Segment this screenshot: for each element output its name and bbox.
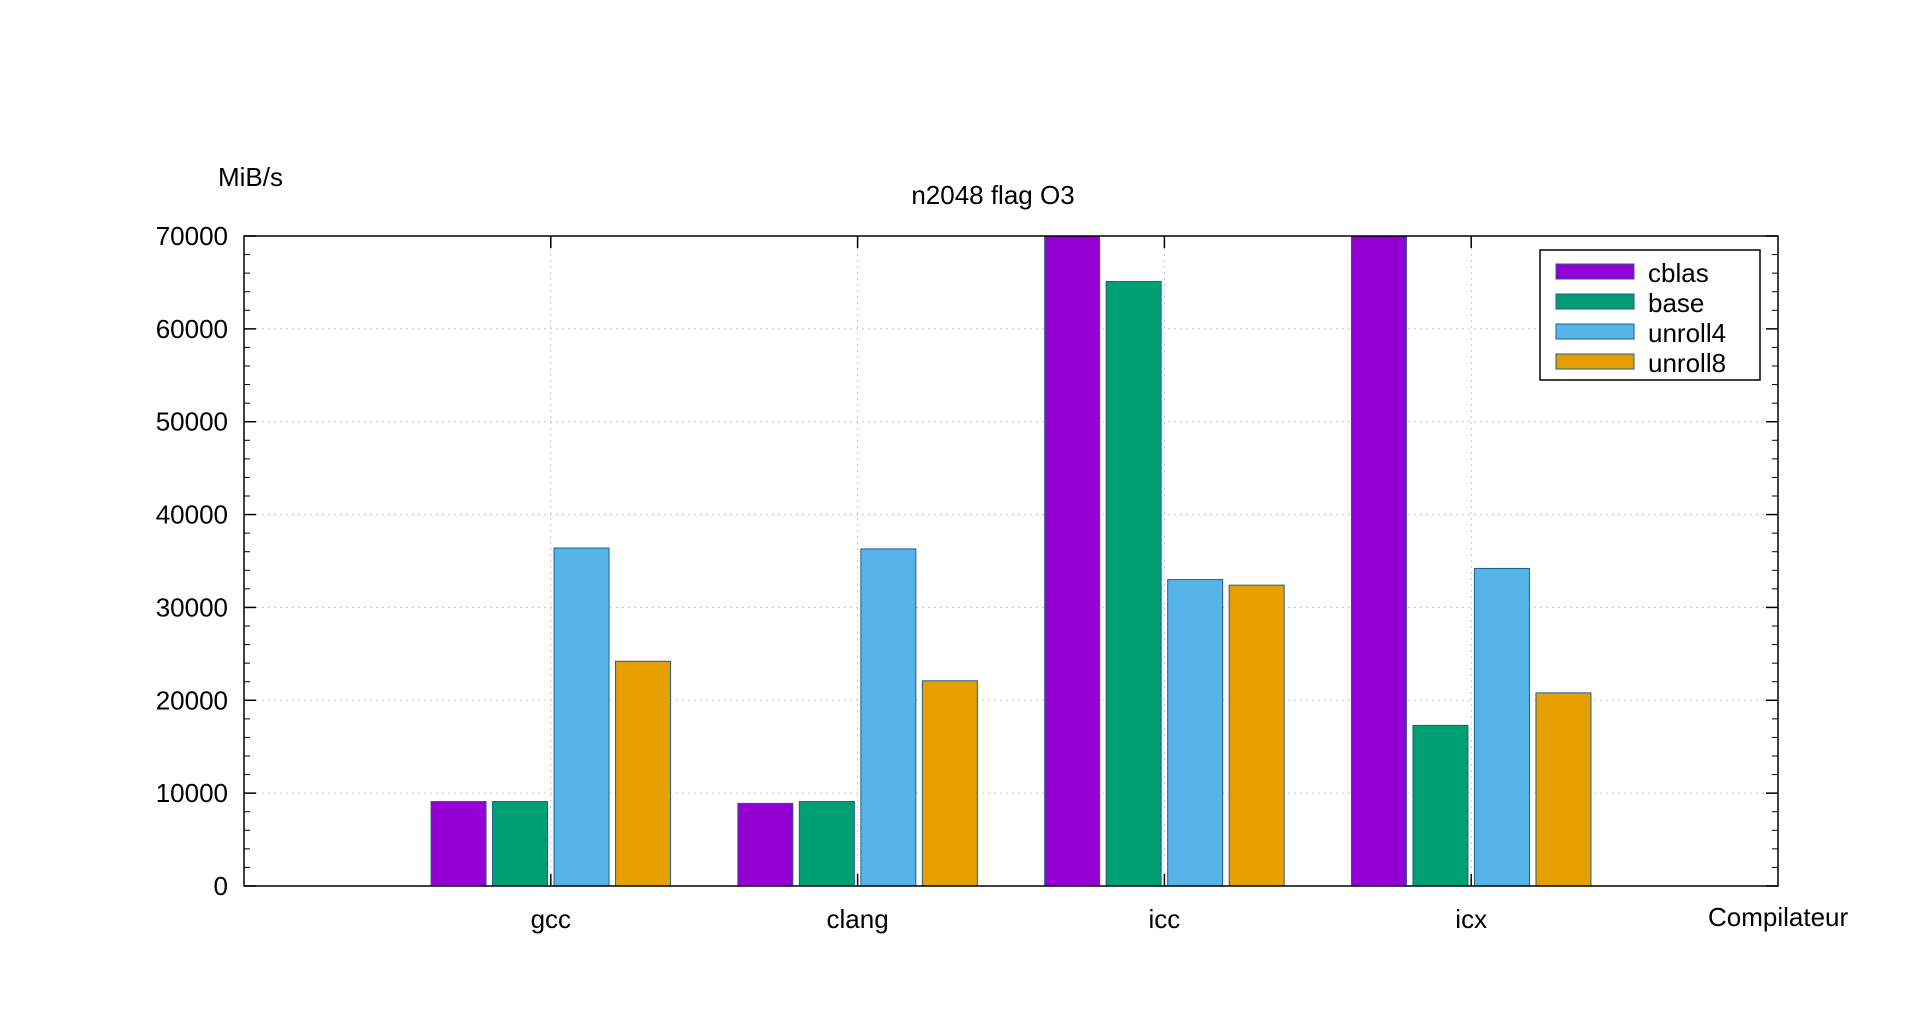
bar-unroll4-icc	[1167, 579, 1224, 887]
bar-unroll4-gcc	[553, 547, 610, 887]
y-tick-label: 70000	[156, 221, 228, 251]
y-tick-label: 20000	[156, 685, 228, 715]
bar-unroll8-gcc	[615, 660, 672, 887]
plot-frame	[243, 235, 1779, 887]
x-axis-label: Compilateur	[1708, 902, 1849, 932]
y-tick-label: 30000	[156, 592, 228, 622]
bar-cblas-clang	[737, 802, 794, 887]
bar-unroll8-icc	[1228, 584, 1285, 887]
bar-base-clang	[798, 801, 855, 887]
legend-swatch-unroll4	[1555, 323, 1635, 340]
bar-unroll8-clang	[921, 680, 978, 887]
legend-label-base: base	[1648, 288, 1704, 318]
y-tick-label: 0	[214, 871, 228, 901]
y-axis-label: MiB/s	[218, 162, 283, 192]
x-tick-label: gcc	[531, 904, 571, 934]
y-tick-label: 50000	[156, 407, 228, 437]
x-tick-label: icc	[1149, 904, 1181, 934]
legend-label-unroll8: unroll8	[1648, 348, 1726, 378]
chart-title: n2048 flag O3	[911, 180, 1074, 210]
bar-base-gcc	[492, 801, 549, 887]
axes: 0 10000 20000 30000 40000 50000 60000 70000 gcc c…	[156, 221, 1778, 934]
legend-swatch-base	[1555, 293, 1635, 310]
bar-base-icc	[1105, 281, 1162, 887]
bar-unroll8-icx	[1535, 692, 1592, 887]
bars	[430, 235, 1592, 887]
y-tick-label: 60000	[156, 314, 228, 344]
x-tick-label: icx	[1455, 904, 1487, 934]
bar-cblas-gcc	[430, 801, 487, 887]
legend-label-cblas: cblas	[1648, 258, 1709, 288]
x-tick-label: clang	[827, 904, 889, 934]
bar-unroll4-clang	[860, 548, 917, 887]
legend-swatch-unroll8	[1555, 353, 1635, 370]
legend-swatch-cblas	[1555, 263, 1635, 280]
bar-base-icx	[1412, 724, 1469, 887]
bar-cblas-icc	[1044, 235, 1101, 887]
bar-unroll4-icx	[1473, 567, 1530, 887]
y-tick-label: 10000	[156, 778, 228, 808]
bar-cblas-icx	[1350, 235, 1407, 887]
legend-label-unroll4: unroll4	[1648, 318, 1726, 348]
y-tick-label: 40000	[156, 500, 228, 530]
